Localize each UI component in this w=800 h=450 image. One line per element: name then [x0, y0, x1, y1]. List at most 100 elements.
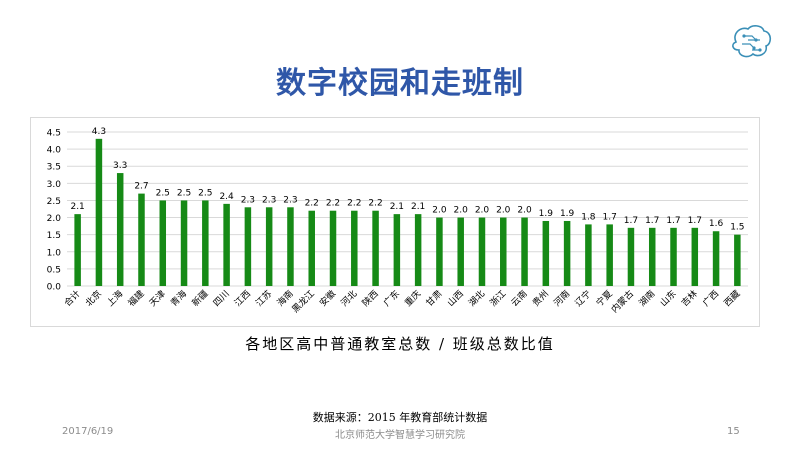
bar	[457, 217, 464, 286]
category-label: 北京	[83, 288, 104, 309]
y-tick-label: 2.5	[47, 197, 61, 207]
bar	[244, 207, 252, 286]
bar	[436, 217, 443, 286]
data-source-note: 数据来源：2015 年教育部统计数据	[312, 411, 488, 424]
data-label: 2.2	[368, 199, 382, 209]
bar	[500, 217, 507, 286]
bar	[542, 220, 550, 286]
category-label: 湖北	[467, 288, 488, 309]
data-label: 2.0	[475, 206, 490, 216]
data-label: 2.3	[241, 195, 255, 205]
y-tick-label: 4.5	[47, 129, 61, 139]
category-label: 江西	[232, 288, 253, 309]
category-label: 上海	[104, 288, 125, 309]
data-label: 2.2	[347, 199, 361, 209]
slide-title: 数字校园和走班制	[276, 66, 524, 101]
data-label: 2.0	[454, 206, 469, 216]
bar	[691, 227, 699, 286]
y-tick-label: 3.5	[47, 163, 61, 173]
data-label: 2.1	[390, 202, 404, 212]
bar	[223, 203, 230, 286]
category-label: 山西	[445, 288, 466, 309]
data-label: 2.5	[156, 188, 170, 198]
y-tick-label: 1.0	[47, 248, 62, 258]
data-label: 2.3	[283, 195, 297, 205]
y-tick-label: 0.5	[47, 265, 61, 275]
data-label: 1.5	[730, 223, 744, 233]
data-label: 1.8	[581, 212, 596, 222]
y-tick-label: 1.5	[47, 231, 61, 241]
category-label: 内蒙古	[608, 288, 636, 316]
bar	[393, 214, 401, 286]
data-label: 2.0	[496, 206, 511, 216]
category-label: 安徽	[317, 288, 338, 309]
category-label: 浙江	[487, 288, 508, 309]
y-tick-label: 2.0	[47, 214, 62, 224]
y-tick-label: 0.0	[47, 283, 62, 293]
bar	[159, 200, 167, 286]
bar	[287, 207, 294, 286]
category-label: 湖南	[636, 288, 657, 309]
bar	[116, 173, 124, 286]
category-label: 山东	[657, 288, 678, 309]
data-label: 1.7	[603, 212, 617, 222]
bar	[563, 220, 571, 286]
page-number: 15	[727, 426, 740, 437]
bar	[329, 210, 337, 286]
data-label: 4.3	[92, 127, 106, 137]
data-label: 2.2	[326, 199, 340, 209]
category-label: 陕西	[359, 288, 380, 309]
category-label: 河南	[551, 288, 572, 309]
data-label: 1.7	[624, 216, 638, 226]
data-label: 2.5	[198, 188, 212, 198]
y-tick-label: 4.0	[47, 146, 62, 156]
bar	[372, 210, 379, 286]
bar	[734, 234, 741, 286]
footer-organization: 北京师范大学智慧学习研究院	[335, 430, 465, 441]
category-label: 西藏	[721, 288, 742, 309]
data-label: 1.9	[539, 209, 554, 219]
bar	[478, 217, 486, 286]
category-label: 江苏	[253, 288, 274, 309]
data-label: 2.0	[517, 206, 532, 216]
chart-frame	[30, 117, 760, 327]
category-label: 重庆	[402, 288, 423, 309]
data-label: 3.3	[113, 161, 127, 171]
category-label: 四川	[212, 289, 232, 309]
data-label: 1.7	[666, 216, 680, 226]
category-label: 广西	[700, 288, 721, 309]
bar	[74, 214, 81, 286]
bar	[180, 200, 188, 286]
footer-date: 2017/6/19	[62, 426, 114, 437]
data-label: 2.7	[134, 182, 148, 192]
bar	[648, 227, 656, 286]
category-label: 福建	[125, 288, 146, 309]
category-label: 河北	[338, 288, 359, 309]
data-label: 1.7	[645, 216, 659, 226]
category-label: 天津	[147, 288, 168, 309]
category-label: 合计	[62, 288, 83, 309]
data-label: 2.0	[432, 206, 447, 216]
category-label: 贵州	[530, 288, 551, 309]
bar	[202, 200, 209, 286]
brain-circuit-logo-icon	[732, 25, 772, 58]
chart-caption: 各地区高中普通教室总数 / 班级总数比值	[245, 335, 555, 353]
category-label: 吉林	[679, 288, 700, 309]
data-label: 2.1	[70, 202, 84, 212]
bar	[95, 138, 103, 286]
data-label: 2.1	[411, 202, 425, 212]
data-label: 1.6	[709, 219, 724, 229]
bar	[627, 227, 635, 286]
data-label: 2.5	[177, 188, 191, 198]
category-label: 青海	[168, 288, 189, 309]
category-label: 云南	[508, 288, 529, 309]
category-label: 新疆	[189, 288, 210, 309]
bar	[265, 207, 273, 286]
bar	[308, 210, 315, 286]
bar	[670, 227, 677, 286]
category-label: 黑龙江	[289, 288, 317, 316]
data-label: 1.7	[688, 216, 702, 226]
bar	[138, 193, 145, 286]
data-label: 1.9	[560, 209, 575, 219]
bar	[606, 224, 613, 286]
